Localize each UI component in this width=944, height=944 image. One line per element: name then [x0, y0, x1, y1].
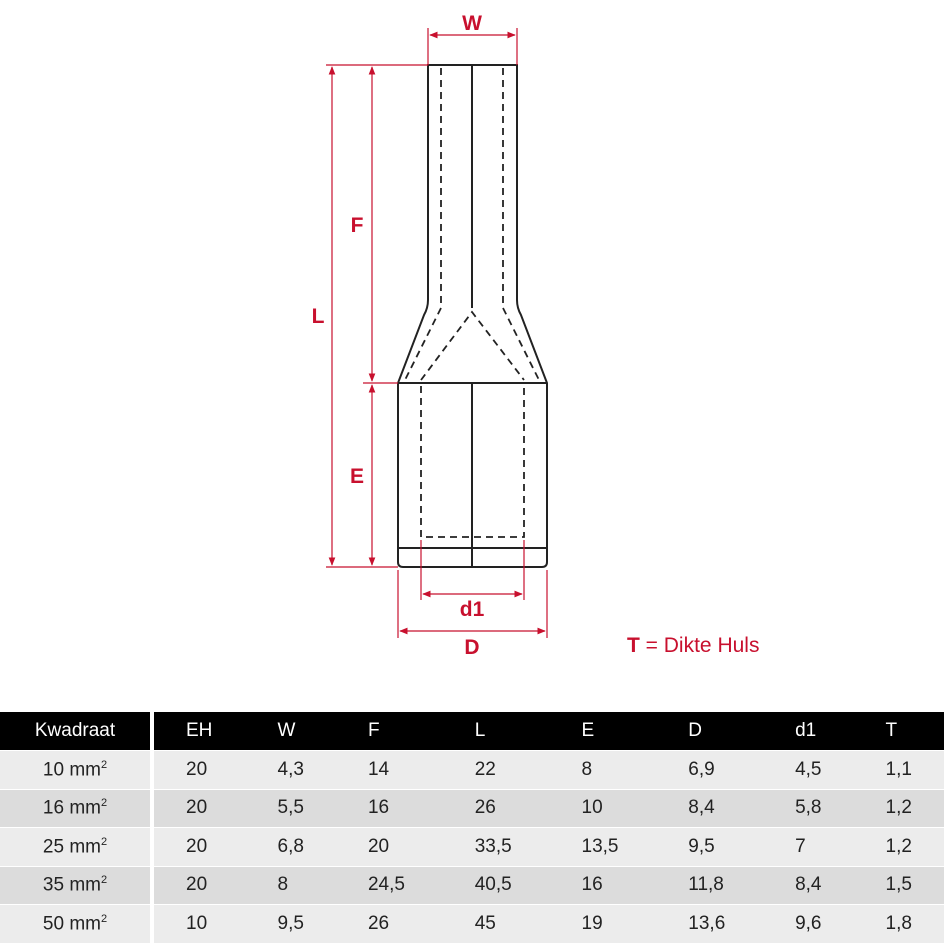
table-cell: 22: [442, 750, 550, 789]
table-cell: 19: [549, 904, 657, 943]
table-cell: 7: [763, 827, 854, 866]
size-value: 35: [42, 874, 65, 896]
unit: mm: [69, 835, 101, 857]
column-header: EH: [152, 712, 246, 751]
table-cell: 16: [335, 788, 443, 828]
table-row: 10 mm2 20 4,3 14 22 8 6,9 4,5 1,1: [0, 750, 944, 789]
table-cell: 26: [442, 788, 550, 828]
table-cell: 1,8: [853, 904, 944, 943]
dimension-lines: [326, 28, 548, 638]
dimension-label-l: L: [311, 305, 325, 328]
table-cell: 11,8: [656, 865, 764, 905]
table-cell: 24,5: [335, 865, 443, 905]
table-cell: 45: [442, 904, 550, 943]
table-cell: 20: [152, 827, 246, 866]
column-header: E: [549, 712, 657, 751]
table-cell: 9,5: [245, 904, 336, 943]
table-cell: 20: [152, 750, 246, 789]
table-cell: 20: [335, 827, 443, 866]
size-cell: 25 mm2: [0, 827, 154, 866]
table-cell: 13,6: [656, 904, 764, 943]
unit-superscript: 2: [100, 797, 108, 810]
table-cell: 9,6: [763, 904, 854, 943]
table-cell: 4,3: [245, 750, 336, 789]
table-cell: 13,5: [549, 827, 657, 866]
thickness-text: = Dikte Huls: [645, 634, 760, 657]
table-cell: 5,8: [763, 788, 854, 828]
thickness-symbol: T: [627, 634, 640, 657]
column-header: d1: [763, 712, 854, 751]
size-value: 50: [42, 912, 65, 934]
table-cell: 1,2: [853, 788, 944, 828]
unit: mm: [69, 758, 101, 780]
table-cell: 6,9: [656, 750, 764, 789]
table-row: 50 mm2 10 9,5 26 45 19 13,6 9,6 1,8: [0, 904, 944, 943]
size-value: 25: [42, 835, 65, 857]
table-cell: 8: [245, 865, 336, 905]
unit: mm: [69, 874, 101, 896]
unit-superscript: 2: [100, 874, 108, 887]
size-value: 10: [42, 758, 65, 780]
dimension-label-d1: d1: [459, 598, 485, 621]
column-header: D: [656, 712, 764, 751]
unit-superscript: 2: [100, 758, 108, 771]
table-cell: 20: [152, 788, 246, 828]
size-cell: 50 mm2: [0, 904, 154, 943]
column-header: T: [853, 712, 944, 751]
table-cell: 1,1: [853, 750, 944, 789]
table-cell: 16: [549, 865, 657, 905]
table-cell: 14: [335, 750, 443, 789]
size-cell: 35 mm2: [0, 865, 154, 905]
table-row: 35 mm2 20 8 24,5 40,5 16 11,8 8,4 1,5: [0, 865, 944, 905]
table-row: 16 mm2 20 5,5 16 26 10 8,4 5,8 1,2: [0, 788, 944, 828]
column-header: F: [335, 712, 443, 751]
column-header: Kwadraat: [0, 712, 154, 751]
table-cell: 1,2: [853, 827, 944, 866]
ferrule-outline: [397, 64, 548, 568]
size-value: 16: [42, 797, 65, 819]
dimension-label-d: D: [464, 636, 480, 659]
table-row: 25 mm2 20 6,8 20 33,5 13,5 9,5 7 1,2: [0, 827, 944, 866]
unit-superscript: 2: [100, 912, 108, 925]
table-cell: 9,5: [656, 827, 764, 866]
table-cell: 6,8: [245, 827, 336, 866]
dimension-label-f: F: [350, 214, 364, 237]
column-header: L: [442, 712, 550, 751]
table-cell: 40,5: [442, 865, 550, 905]
dimension-label-e: E: [349, 465, 365, 488]
table-cell: 20: [152, 865, 246, 905]
unit: mm: [69, 797, 101, 819]
ferrule-inner-dashed: [404, 68, 540, 538]
table-cell: 4,5: [763, 750, 854, 789]
table-cell: 8,4: [763, 865, 854, 905]
unit: mm: [69, 912, 101, 934]
ferrule-drawing: [326, 28, 548, 638]
dimension-label-w: W: [462, 12, 482, 35]
unit-superscript: 2: [100, 835, 108, 848]
table-cell: 10: [152, 904, 246, 943]
table-cell: 10: [549, 788, 657, 828]
table-cell: 26: [335, 904, 443, 943]
table-cell: 8,4: [656, 788, 764, 828]
table-cell: 33,5: [442, 827, 550, 866]
table-cell: 1,5: [853, 865, 944, 905]
table-cell: 8: [549, 750, 657, 789]
table-cell: 5,5: [245, 788, 336, 828]
size-cell: 10 mm2: [0, 750, 154, 789]
column-header: W: [245, 712, 336, 751]
size-cell: 16 mm2: [0, 788, 154, 828]
thickness-note: T = Dikte Huls: [627, 634, 759, 658]
